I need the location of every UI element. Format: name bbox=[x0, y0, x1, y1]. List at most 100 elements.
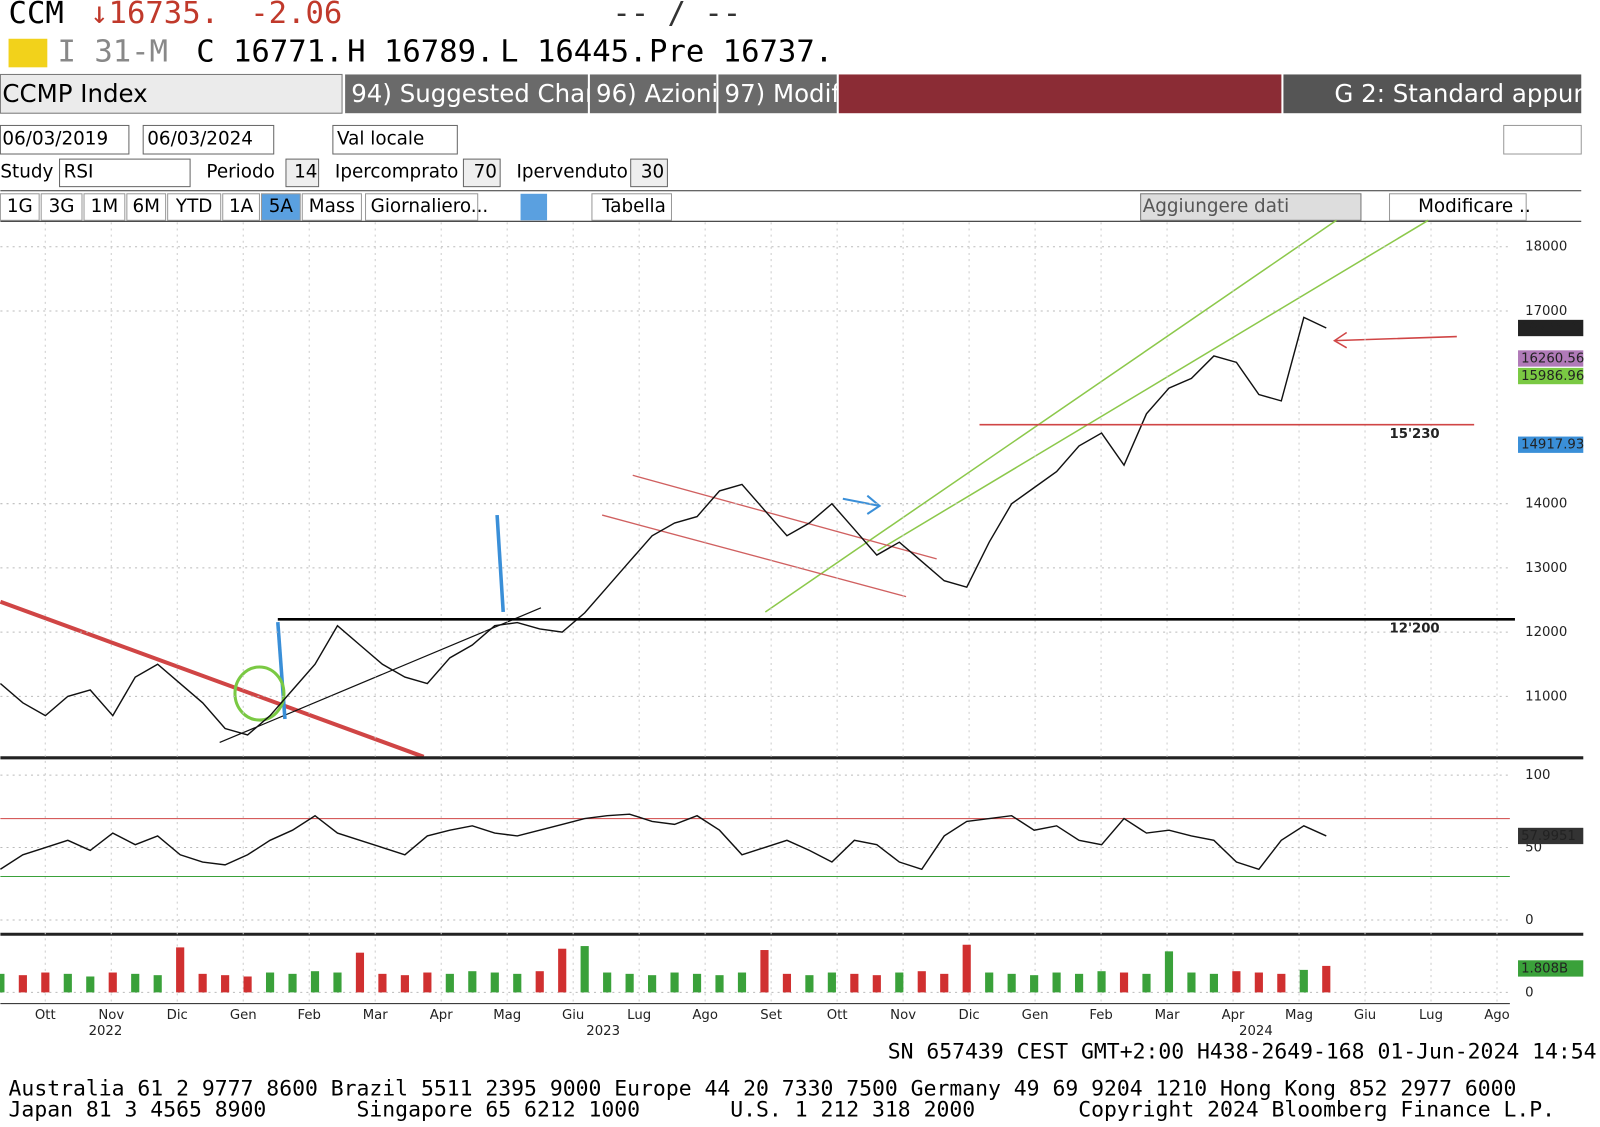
layout-box[interactable] bbox=[1283, 74, 1582, 114]
volume-bar bbox=[1164, 951, 1174, 993]
x-tick-label: Dic bbox=[959, 1008, 980, 1023]
x-tick-label: Lug bbox=[1419, 1008, 1443, 1023]
x-tick-label: Apr bbox=[1222, 1008, 1245, 1023]
security-box[interactable] bbox=[0, 73, 343, 114]
pre: Pre 16737. bbox=[649, 35, 833, 70]
x-tick-label: Mag bbox=[493, 1008, 521, 1023]
study-label: Study bbox=[0, 161, 53, 182]
volume-bar bbox=[198, 973, 207, 993]
x-tick-label: Mag bbox=[1285, 1008, 1313, 1023]
y-tick-label: 100 bbox=[1525, 768, 1550, 783]
volume-bar bbox=[468, 971, 477, 993]
oversold-box[interactable] bbox=[630, 158, 668, 188]
period-button[interactable] bbox=[83, 193, 126, 221]
period-button[interactable] bbox=[40, 193, 83, 221]
y-tick-label: 14000 bbox=[1525, 497, 1567, 512]
year-label: 2024 bbox=[1239, 1024, 1273, 1039]
menu[interactable] bbox=[718, 74, 837, 114]
oversold-label: Ipervenduto bbox=[516, 161, 627, 182]
period-button[interactable] bbox=[222, 193, 260, 221]
volume-bar bbox=[692, 973, 702, 993]
currency-box[interactable] bbox=[332, 124, 458, 155]
table-label: Tabella bbox=[601, 196, 666, 217]
volume-bar bbox=[782, 973, 792, 993]
volume-bar bbox=[310, 971, 320, 993]
volume-bar bbox=[850, 973, 859, 993]
layout-label: G 2: Standard appunti bbox=[1334, 79, 1600, 108]
volume-bar bbox=[1030, 975, 1039, 993]
volume-bar bbox=[760, 950, 769, 993]
y-tick-label: 13000 bbox=[1525, 561, 1567, 576]
channel-line bbox=[877, 219, 1429, 552]
value-tag-label: 57.9951 bbox=[1521, 829, 1576, 844]
volume-bar bbox=[603, 972, 612, 993]
chart-style[interactable] bbox=[520, 193, 548, 221]
menu[interactable] bbox=[589, 74, 717, 114]
volume-bar bbox=[153, 975, 162, 993]
value-tag-label: 14917.93 bbox=[1521, 438, 1584, 453]
volume-bar bbox=[558, 948, 567, 993]
y-tick-label: 18000 bbox=[1525, 240, 1567, 255]
last-price: ↓16735. bbox=[90, 0, 219, 31]
ticker: CCM bbox=[9, 0, 64, 31]
date-box[interactable] bbox=[142, 124, 275, 155]
currency: Val locale bbox=[337, 129, 424, 150]
volume-bar bbox=[985, 972, 994, 993]
arrow bbox=[842, 494, 882, 515]
period-label: 1G bbox=[7, 196, 33, 217]
value-tag-label: 16735.02 bbox=[1521, 321, 1584, 336]
period-button[interactable] bbox=[167, 193, 222, 221]
x-tick-label: Set bbox=[760, 1008, 782, 1023]
volume-bar bbox=[1187, 972, 1196, 993]
trend-line bbox=[0, 599, 425, 759]
table-button[interactable] bbox=[591, 193, 673, 221]
volume-bar bbox=[1142, 973, 1151, 993]
contacts: Japan 81 3 4565 8900 Singapore 65 6212 1… bbox=[9, 1098, 1556, 1123]
volume-bar bbox=[827, 972, 836, 993]
period-button[interactable] bbox=[301, 193, 362, 221]
value-tag bbox=[1518, 960, 1584, 977]
volume-bar bbox=[221, 975, 230, 993]
volume-bar bbox=[176, 947, 185, 993]
marker-line bbox=[495, 514, 505, 613]
volume-bar bbox=[715, 975, 724, 993]
menu[interactable] bbox=[345, 74, 588, 114]
volume-bar bbox=[0, 973, 5, 993]
value-tag bbox=[1518, 827, 1584, 845]
volume-bar bbox=[737, 972, 747, 993]
period-button[interactable] bbox=[0, 193, 40, 221]
period-button[interactable] bbox=[260, 193, 301, 221]
x-tick-label: Feb bbox=[297, 1008, 320, 1023]
study-box[interactable] bbox=[59, 158, 191, 188]
bid-ask: -- / -- bbox=[612, 0, 741, 31]
undo-redo[interactable] bbox=[1503, 124, 1582, 155]
year-label: 2022 bbox=[89, 1024, 123, 1039]
add-data-box[interactable] bbox=[1140, 193, 1362, 221]
frequency: Giornaliero... bbox=[371, 196, 489, 217]
frequency-box[interactable] bbox=[365, 193, 479, 221]
value-tag-label: 15986.96 bbox=[1521, 369, 1584, 384]
volume-bar bbox=[940, 973, 949, 993]
volume-bar bbox=[1007, 973, 1016, 993]
x-tick-label: Gen bbox=[230, 1008, 257, 1023]
volume-bar bbox=[1209, 973, 1218, 993]
volume-bar bbox=[1254, 972, 1263, 993]
volume-bar bbox=[1052, 972, 1061, 993]
interval: I 31-M bbox=[58, 35, 168, 70]
volume-bar bbox=[513, 973, 522, 993]
date-box[interactable] bbox=[0, 124, 130, 155]
volume-bar bbox=[1074, 973, 1084, 993]
overbought-box[interactable] bbox=[462, 158, 501, 188]
period-label: 6M bbox=[132, 196, 160, 217]
volume-bar bbox=[1277, 973, 1286, 993]
period-label: Periodo bbox=[206, 161, 274, 182]
edit-button[interactable] bbox=[1388, 193, 1527, 221]
volume-bar bbox=[872, 975, 881, 993]
highlight-circle bbox=[233, 665, 286, 722]
period-box[interactable] bbox=[285, 158, 320, 188]
x-tick-label: Gen bbox=[1022, 1008, 1049, 1023]
series-line bbox=[0, 316, 1327, 736]
period-button[interactable] bbox=[126, 193, 167, 221]
session-info: SN 657439 CEST GMT+2:00 H438-2649-168 01… bbox=[888, 1040, 1597, 1065]
x-tick-label: Ott bbox=[827, 1008, 848, 1023]
